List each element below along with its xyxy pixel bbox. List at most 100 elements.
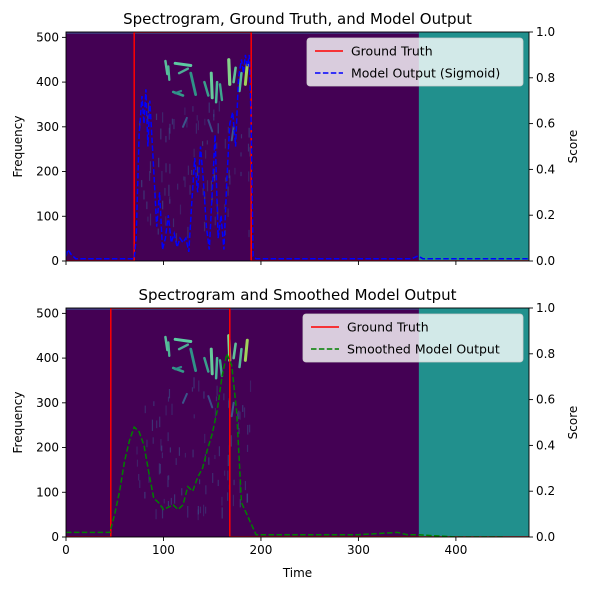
y2-axis-label: Score xyxy=(566,406,580,440)
spectrogram-speck xyxy=(218,446,220,457)
spectrogram-speck xyxy=(206,180,209,192)
spectrogram-speck xyxy=(204,433,206,444)
legend-box xyxy=(302,313,524,363)
spectrogram-speck xyxy=(224,470,226,476)
spectrogram-speck xyxy=(217,207,219,219)
spectrogram-speck xyxy=(217,479,219,487)
spectrogram-speck xyxy=(161,112,164,123)
spectrogram-speck xyxy=(156,420,158,429)
y-tick-label: 500 xyxy=(36,306,59,320)
y2-tick-label: 0.0 xyxy=(536,254,555,268)
spectrogram-speck xyxy=(187,165,189,175)
spectrogram-speck xyxy=(172,218,175,228)
spectrogram-speck xyxy=(205,485,207,495)
spectrogram-speck xyxy=(227,126,229,133)
spectrogram-speck xyxy=(232,494,235,507)
spectrogram-speck xyxy=(184,452,187,458)
spectrogram-speck xyxy=(223,393,225,401)
y-tick-label: 200 xyxy=(36,441,59,455)
spectrogram-speck xyxy=(213,174,216,182)
spectrogram-speck xyxy=(164,187,166,196)
spectrogram-speck xyxy=(161,506,164,519)
series-line-2 xyxy=(66,351,505,537)
spectrogram-speck xyxy=(146,439,148,448)
y-tick-label: 300 xyxy=(36,396,59,410)
spectrogram-top-band xyxy=(66,32,419,34)
y-tick-label: 400 xyxy=(36,351,59,365)
y-tick-label: 300 xyxy=(36,120,59,134)
y2-tick-label: 0.2 xyxy=(536,208,555,222)
y-tick-label: 500 xyxy=(36,30,59,44)
spectrogram-speck xyxy=(216,385,218,396)
spectrogram-speck xyxy=(203,391,205,399)
spectrogram-speck xyxy=(189,185,191,195)
spectrogram-speck xyxy=(205,150,207,159)
spectrogram-speck xyxy=(229,175,231,185)
spectrogram-speck xyxy=(214,454,216,460)
spectrogram-speck xyxy=(202,504,205,517)
legend-box xyxy=(306,37,524,87)
spectrogram-call xyxy=(207,395,214,409)
spectrogram-speck xyxy=(227,186,229,196)
spectrogram-speck xyxy=(249,147,251,157)
spectrogram-speck xyxy=(211,193,213,203)
spectrogram-speck xyxy=(193,148,195,158)
spectrogram-speck xyxy=(139,480,141,489)
spectrogram-speck xyxy=(228,169,230,179)
spectrogram-speck xyxy=(191,387,194,392)
spectrogram-speck xyxy=(138,473,140,481)
spectrogram-speck xyxy=(168,127,170,140)
spectrogram-speck xyxy=(160,128,162,140)
spectrogram-speck xyxy=(240,171,242,177)
spectrogram-speck xyxy=(173,119,175,130)
spectrogram-call xyxy=(232,342,237,360)
spectrogram-speck xyxy=(246,444,249,452)
spectrogram-speck xyxy=(197,509,199,521)
spectrogram-speck xyxy=(167,396,170,402)
spectrogram-speck xyxy=(175,458,177,465)
spectrogram-speck xyxy=(195,123,197,134)
series-line-2 xyxy=(66,54,529,260)
spectrogram-speck xyxy=(248,127,250,138)
spectrogram-speck xyxy=(167,475,169,488)
y2-tick-label: 0.8 xyxy=(536,347,555,361)
y2-tick-label: 0.6 xyxy=(536,393,555,407)
spectrogram-speck xyxy=(210,180,213,192)
spectrogram-speck xyxy=(233,479,235,486)
spectrogram-speck xyxy=(168,389,171,399)
spectrogram-speck xyxy=(149,213,152,226)
spectrogram-speck xyxy=(165,216,167,226)
spectrogram-speck xyxy=(216,142,218,149)
spectrogram-speck xyxy=(155,113,158,121)
spectrogram-speck xyxy=(246,493,248,503)
x-tick-label: 200 xyxy=(249,543,272,557)
spectrogram-speck xyxy=(153,401,155,407)
spectrogram-speck xyxy=(183,176,185,181)
spectrogram-call xyxy=(164,59,169,76)
y2-tick-label: 0.8 xyxy=(536,71,555,85)
spectrogram-call xyxy=(238,347,243,369)
y2-tick-label: 0.6 xyxy=(536,117,555,131)
spectrogram-speck xyxy=(213,168,215,178)
spectrogram-speck xyxy=(169,123,171,134)
y-tick-label: 0 xyxy=(51,254,59,268)
spectrogram-speck xyxy=(242,405,244,412)
spectrogram-speck xyxy=(247,143,250,152)
spectrogram-call xyxy=(167,341,171,358)
spectrogram-speck xyxy=(221,507,223,519)
axes-frame xyxy=(65,307,530,538)
y2-tick-label: 0.2 xyxy=(536,484,555,498)
x-tick-label: 100 xyxy=(152,543,175,557)
y2-tick-label: 0.0 xyxy=(536,530,555,544)
spectrogram-speck xyxy=(238,410,240,420)
legend: Ground Truth Smoothed Model Output xyxy=(302,313,524,363)
spectrogram-speck xyxy=(248,229,250,238)
spectrogram-call xyxy=(177,67,190,75)
spectrogram-call xyxy=(238,71,243,93)
spectrogram-speck xyxy=(159,463,161,474)
spectrogram-speck xyxy=(139,120,141,129)
spectrogram-top-band xyxy=(66,308,419,310)
spectrogram-speck xyxy=(224,138,226,149)
spectrogram-speck xyxy=(193,414,195,419)
spectrogram-call xyxy=(209,71,214,100)
